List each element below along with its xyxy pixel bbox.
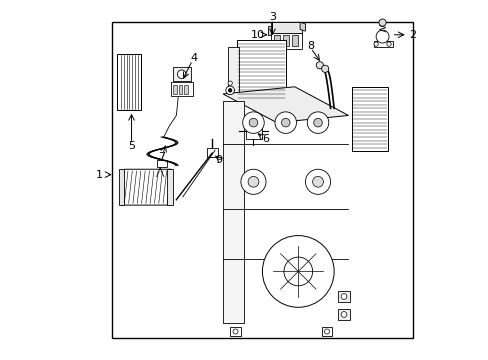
Bar [156,160,167,167]
Polygon shape [300,22,305,31]
Circle shape [249,118,257,127]
Bar [184,85,187,94]
Circle shape [341,312,346,318]
Circle shape [375,30,388,43]
Text: 5: 5 [128,141,135,151]
Polygon shape [267,26,271,35]
Bar [246,122,262,139]
Circle shape [306,112,328,134]
Text: 7: 7 [158,152,165,162]
Text: 9: 9 [215,155,222,165]
Circle shape [242,112,264,134]
Circle shape [313,118,322,127]
Circle shape [321,65,328,72]
Circle shape [316,62,323,69]
Circle shape [305,169,330,194]
Circle shape [312,176,323,187]
Bar [171,82,192,96]
Bar [351,87,387,151]
Circle shape [386,42,390,46]
Text: 1: 1 [96,170,102,180]
Text: 6: 6 [261,134,268,144]
Circle shape [281,118,289,127]
Bar [237,40,285,101]
Polygon shape [223,87,348,123]
Circle shape [274,112,296,134]
Circle shape [378,19,386,26]
Circle shape [228,89,231,92]
Circle shape [233,329,238,334]
Circle shape [227,81,232,85]
Text: 4: 4 [190,53,198,63]
Bar [337,291,349,302]
Circle shape [262,235,333,307]
Bar [223,101,244,323]
Text: 2: 2 [408,30,415,40]
Circle shape [284,257,312,286]
Bar [117,54,140,110]
Text: 8: 8 [306,41,314,50]
Polygon shape [215,94,348,330]
Bar [373,41,392,47]
Bar [228,47,239,94]
Circle shape [373,42,378,46]
Bar [292,36,297,46]
Circle shape [177,70,185,78]
Bar [167,169,172,205]
Polygon shape [271,22,301,33]
Bar [230,327,241,336]
Bar [321,327,332,336]
Bar [271,33,301,49]
Bar [173,85,177,94]
Bar [172,67,190,81]
Circle shape [247,176,258,187]
Bar [283,36,288,46]
Text: 10: 10 [251,30,264,40]
Circle shape [341,294,346,300]
Text: 3: 3 [268,12,275,22]
Bar [206,148,217,157]
Bar [112,22,412,338]
Bar [337,309,349,320]
Bar [179,85,182,94]
Polygon shape [121,169,171,205]
Circle shape [241,169,265,194]
Circle shape [324,329,329,334]
Bar [119,169,124,205]
Circle shape [225,86,234,95]
Bar [274,36,280,46]
